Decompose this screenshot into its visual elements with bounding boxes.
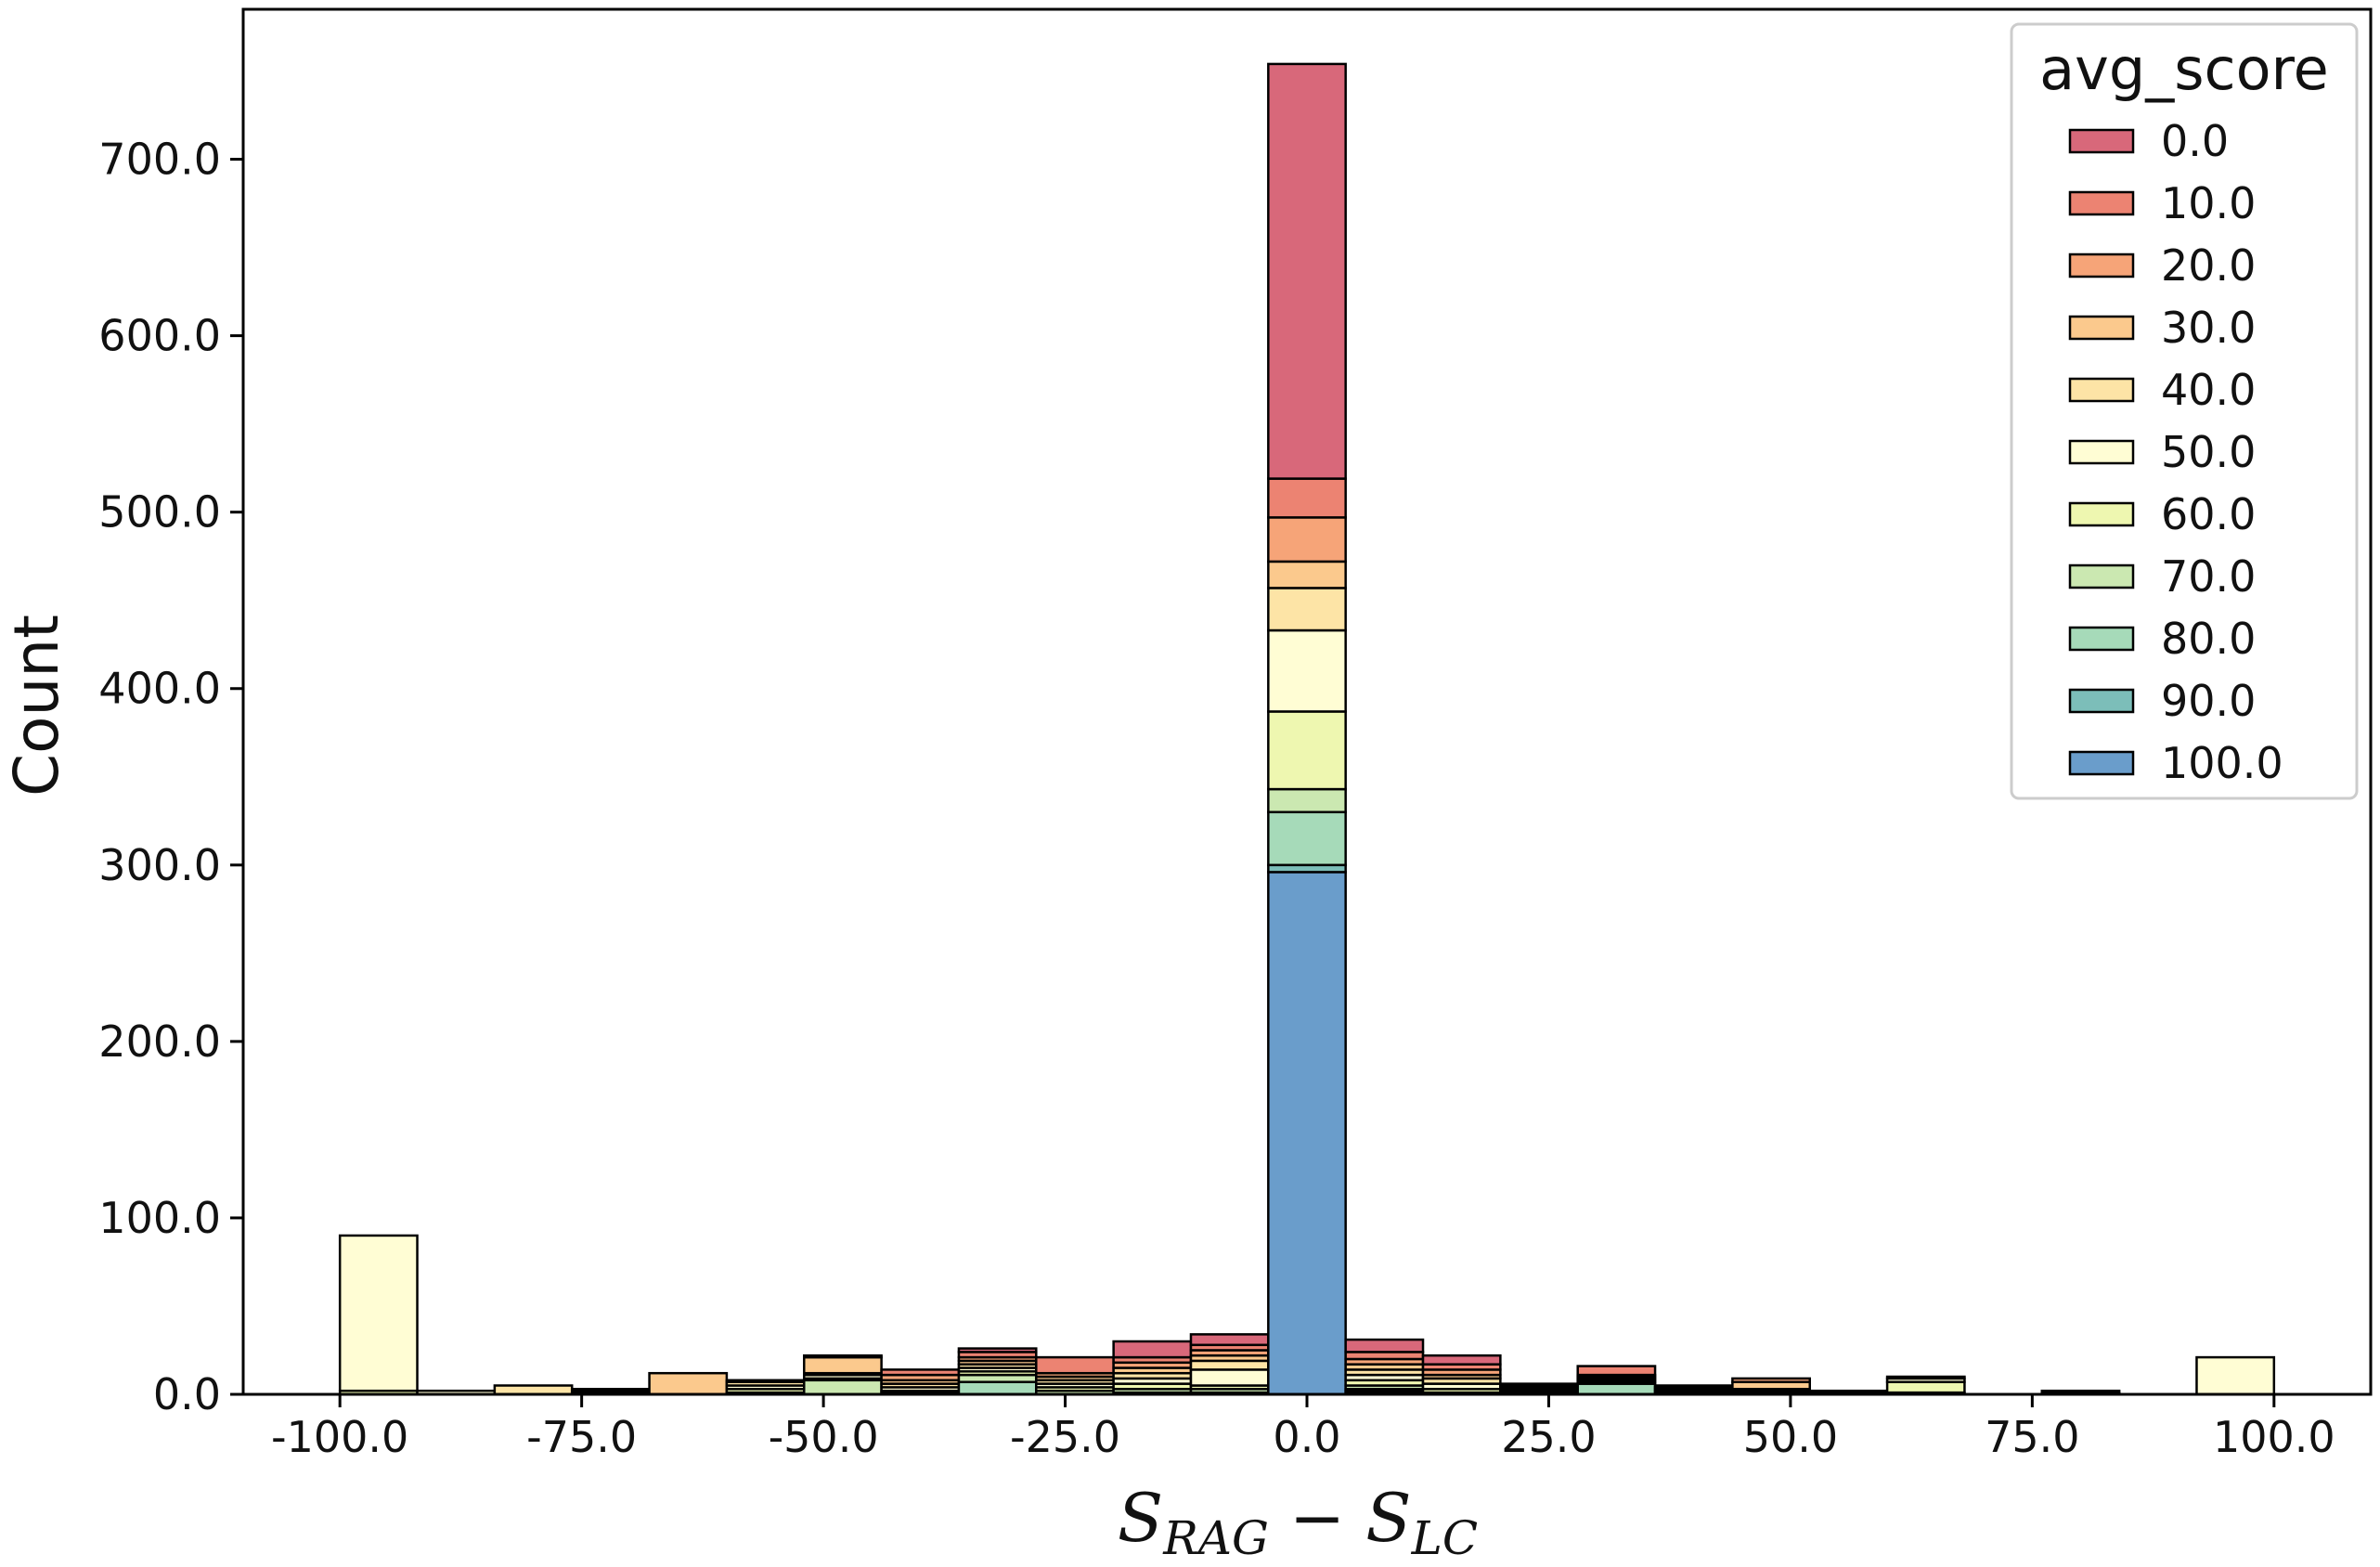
bar-segment-bin15-score0 xyxy=(1499,1382,1579,1387)
bar-segment-bin6-score2 xyxy=(803,1353,883,1359)
legend-entries: 0.0 10.0 20.0 30.0 40.0 50.0 60.0 70.0 80.0 90.0 1… xyxy=(2068,116,2283,788)
bar-segment-bin4-score3 xyxy=(648,1371,729,1396)
bar-segment-bin0-score5 xyxy=(338,1234,419,1392)
y-tick-label: 0.0 xyxy=(153,1369,221,1419)
y-tick-label: 400.0 xyxy=(98,664,221,714)
x-axis: -100.0 -75.0 -50.0 -25.0 0.0 25.0 50.0 75.0 100.… xyxy=(271,1394,2335,1462)
bar-segment-bin12-score6 xyxy=(1267,710,1347,791)
bar-segment-bin12-score4 xyxy=(1267,587,1347,632)
svg-text:SRAG−SLC: SRAG − SLC xyxy=(1118,1479,1478,1565)
legend-swatch xyxy=(2068,501,2135,527)
bar-segment-bin20-score4 xyxy=(1885,1375,1966,1380)
legend-swatch xyxy=(2068,190,2135,216)
x-tick-label: 0.0 xyxy=(1273,1412,1340,1462)
y-tick-label: 300.0 xyxy=(98,840,221,890)
y-tick-label: 200.0 xyxy=(98,1017,221,1067)
legend-swatch xyxy=(2068,626,2135,652)
bar-segment-bin6-score3 xyxy=(803,1355,883,1375)
legend-label: 40.0 xyxy=(2161,365,2256,415)
legend-label: 30.0 xyxy=(2161,303,2256,353)
legend-label: 100.0 xyxy=(2161,738,2283,788)
y-tick-label: 500.0 xyxy=(98,487,221,537)
x-title-operator: − xyxy=(1289,1479,1345,1557)
bar-segment-bin12-score0 xyxy=(1267,62,1347,480)
x-tick-label: -100.0 xyxy=(271,1412,408,1462)
legend: avg_score 0.0 10.0 20.0 30.0 40.0 50.0 60.0 70.… xyxy=(2010,22,2359,800)
y-tick-label: 100.0 xyxy=(98,1193,221,1243)
x-tick-label: 50.0 xyxy=(1743,1412,1838,1462)
legend-swatch xyxy=(2068,750,2135,776)
legend-label: 50.0 xyxy=(2161,427,2256,477)
bar-segment-bin12-score5 xyxy=(1267,628,1347,713)
bar-segment-bin12-score8 xyxy=(1267,810,1347,867)
bar-segment-bin12-score7 xyxy=(1267,787,1347,814)
legend-label: 80.0 xyxy=(2161,614,2256,664)
legend-swatch xyxy=(2068,315,2135,341)
x-title-sub2: LC xyxy=(1411,1511,1478,1565)
bar-segment-bin12-score2 xyxy=(1267,516,1347,563)
bar-segment-bin12-score10 xyxy=(1267,871,1347,1396)
y-tick-label: 600.0 xyxy=(98,311,221,361)
legend-title: avg_score xyxy=(2039,35,2329,103)
bar-segment-bin10-score0 xyxy=(1112,1340,1193,1359)
legend-label: 90.0 xyxy=(2161,676,2256,726)
bar-segment-bin16-score8 xyxy=(1576,1382,1657,1396)
bar-segment-bin11-score4 xyxy=(1189,1359,1270,1371)
bar-segment-bin20-score6 xyxy=(1885,1380,1966,1394)
legend-swatch xyxy=(2068,688,2135,714)
legend-label: 10.0 xyxy=(2161,178,2256,228)
legend-swatch xyxy=(2068,439,2135,465)
x-title-s1: S xyxy=(1118,1479,1163,1557)
y-tick-label: 700.0 xyxy=(98,135,221,185)
bar-segment-bin11-score5 xyxy=(1189,1368,1270,1387)
bar-segment-bin7-score1 xyxy=(880,1368,961,1377)
legend-label: 20.0 xyxy=(2161,240,2256,291)
x-title-sub1: RAG xyxy=(1162,1511,1269,1565)
x-title-s2: S xyxy=(1365,1479,1411,1557)
legend-swatch xyxy=(2068,377,2135,403)
bar-segment-bin11-score0 xyxy=(1189,1333,1270,1347)
bar-segment-bin3-score3 xyxy=(570,1388,651,1392)
x-tick-label: -75.0 xyxy=(526,1412,637,1462)
bar-segment-bin18-score2 xyxy=(1731,1377,1811,1383)
legend-label: 70.0 xyxy=(2161,551,2256,602)
bars-layer xyxy=(338,62,2276,1396)
bar-segment-bin8-score0 xyxy=(957,1347,1038,1353)
bar-segment-bin21-score5 xyxy=(2040,1389,2121,1394)
bar-segment-bin5-score3 xyxy=(725,1379,806,1383)
legend-swatch xyxy=(2068,253,2135,278)
bar-segment-bin12-score3 xyxy=(1267,560,1347,589)
legend-swatch xyxy=(2068,128,2135,154)
x-tick-label: 75.0 xyxy=(1985,1412,2079,1462)
bar-segment-bin9-score1 xyxy=(1035,1355,1115,1375)
bar-segment-bin22-score5 xyxy=(2195,1355,2276,1396)
bar-segment-bin12-score1 xyxy=(1267,477,1347,519)
bar-segment-bin6-score7 xyxy=(803,1379,883,1396)
y-axis: 0.0 100.0 200.0 300.0 400.0 500.0 600.0 700.0 xyxy=(98,135,243,1419)
legend-label: 60.0 xyxy=(2161,489,2256,539)
bar-segment-bin17-score1 xyxy=(1653,1384,1734,1389)
legend-box xyxy=(2010,22,2359,800)
x-tick-label: -25.0 xyxy=(1010,1412,1120,1462)
bar-segment-bin14-score0 xyxy=(1421,1353,1502,1366)
x-tick-label: 100.0 xyxy=(2213,1412,2335,1462)
legend-label: 0.0 xyxy=(2161,116,2229,166)
x-axis-title: SRAG − SLC xyxy=(1118,1479,1478,1565)
bar-segment-bin16-score1 xyxy=(1576,1365,1657,1377)
legend-swatch xyxy=(2068,563,2135,589)
x-tick-label: 25.0 xyxy=(1501,1412,1596,1462)
bar-segment-bin19-score4 xyxy=(1808,1389,1889,1394)
bar-segment-bin8-score8 xyxy=(957,1380,1038,1396)
bar-segment-bin13-score0 xyxy=(1344,1338,1425,1353)
y-axis-title: Count xyxy=(1,615,72,796)
x-tick-label: -50.0 xyxy=(769,1412,879,1462)
